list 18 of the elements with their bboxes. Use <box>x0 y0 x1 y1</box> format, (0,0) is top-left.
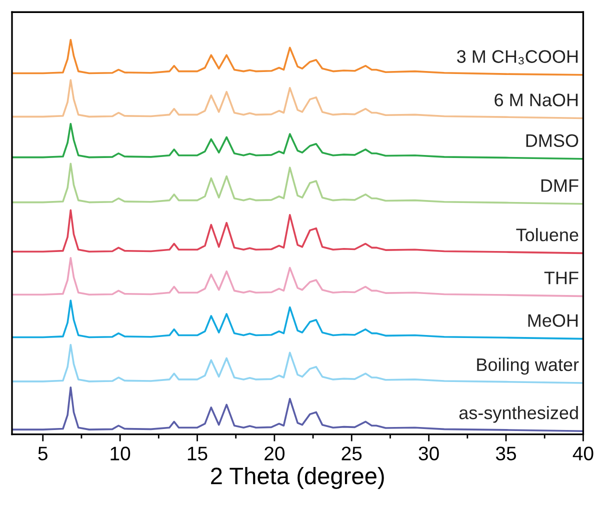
series-label: THF <box>544 272 578 284</box>
series-label: 6 M NaOH <box>494 94 578 106</box>
x-tick-label: 20 <box>264 446 284 460</box>
series-label: MeOH <box>528 314 578 327</box>
x-tick-label: 15 <box>188 446 208 460</box>
x-tick-label: 5 <box>38 446 48 460</box>
series-label: Boiling water <box>477 358 579 375</box>
x-tick-label: 25 <box>342 446 362 460</box>
series-label: DMF <box>541 179 578 192</box>
series-label: 3 M CH₃COOH <box>457 50 578 64</box>
x-tick-label: 30 <box>418 446 439 460</box>
series-label: Toluene <box>516 228 578 242</box>
series-label: as-synthesized <box>459 406 578 423</box>
x-tick-label: 10 <box>110 446 130 460</box>
x-tick-label: 35 <box>496 446 516 460</box>
x-axis-title: 2 Theta (degree) <box>211 467 384 490</box>
series-label: DMSO <box>526 134 578 147</box>
x-tick-label: 40 <box>572 446 594 460</box>
